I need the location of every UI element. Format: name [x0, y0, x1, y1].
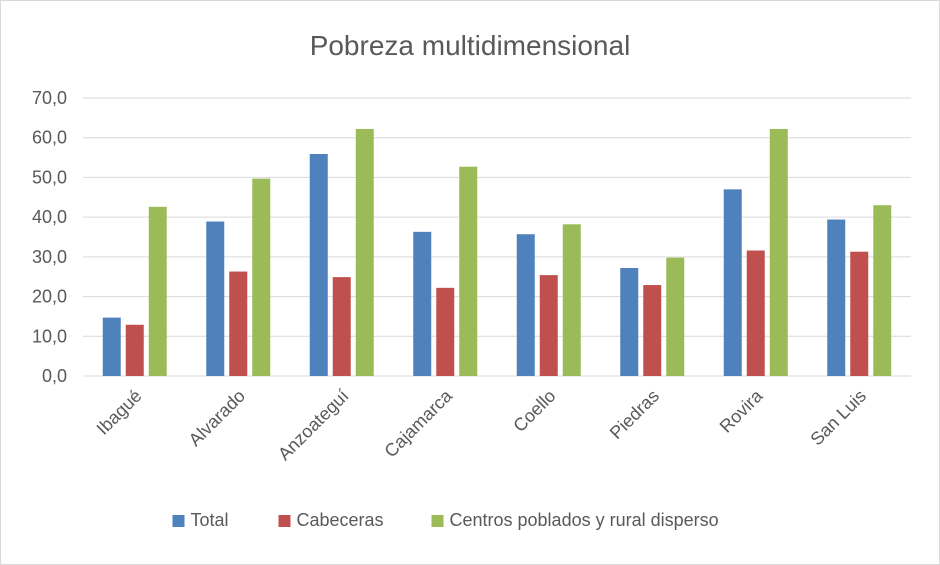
legend-label: Total — [191, 510, 229, 530]
bar — [827, 219, 846, 376]
x-axis-tick-labels: Ibagué Alvarado Anzoateguí Cajamarca Coello P… — [93, 385, 871, 464]
legend-swatch — [172, 515, 185, 527]
legend-swatch — [278, 515, 291, 527]
bar — [562, 224, 581, 376]
x-tick-label: Rovira — [716, 385, 768, 437]
bar — [206, 221, 225, 376]
bar — [723, 189, 742, 376]
y-axis-tick-labels: 0,0 10,0 20,0 30,0 40,0 50,0 60,0 70,0 — [32, 88, 67, 386]
x-tick-label: Anzoateguí — [274, 386, 353, 465]
x-tick-label: Piedras — [606, 386, 663, 443]
legend-swatch — [431, 515, 444, 527]
bar — [148, 206, 167, 376]
bar — [516, 234, 535, 376]
bar — [620, 267, 639, 376]
chart-title: Pobreza multidimensional — [310, 30, 631, 61]
bar — [332, 277, 351, 376]
bar — [643, 285, 662, 376]
y-tick-label: 10,0 — [32, 326, 67, 346]
x-tick-label: Cajamarca — [380, 385, 456, 461]
y-tick-label: 60,0 — [32, 128, 67, 148]
bar — [102, 317, 121, 376]
legend-label: Cabeceras — [297, 510, 384, 530]
bar — [873, 205, 892, 376]
bar — [252, 178, 271, 376]
bar — [746, 250, 765, 376]
bar — [125, 324, 144, 376]
x-tick-label: Coello — [509, 386, 559, 436]
x-tick-label: Alvarado — [185, 386, 249, 450]
y-tick-label: 20,0 — [32, 287, 67, 307]
bar — [666, 257, 685, 376]
y-tick-label: 50,0 — [32, 167, 67, 187]
y-tick-label: 70,0 — [32, 88, 67, 108]
legend: Total Cabeceras Centros poblados y rural d… — [172, 510, 719, 530]
bar — [355, 128, 374, 376]
y-tick-label: 0,0 — [42, 366, 67, 386]
bar — [229, 271, 248, 376]
y-tick-label: 40,0 — [32, 207, 67, 227]
bar — [413, 231, 432, 376]
bar — [459, 166, 478, 376]
bar — [850, 251, 869, 376]
bar — [769, 128, 788, 376]
legend-label: Centros poblados y rural disperso — [450, 510, 719, 530]
bar — [539, 275, 558, 376]
x-tick-label: San Luis — [806, 386, 870, 450]
x-tick-label: Ibagué — [93, 386, 146, 439]
y-tick-label: 30,0 — [32, 247, 67, 267]
bar — [309, 153, 328, 376]
bars — [102, 128, 892, 376]
bar — [436, 287, 455, 376]
